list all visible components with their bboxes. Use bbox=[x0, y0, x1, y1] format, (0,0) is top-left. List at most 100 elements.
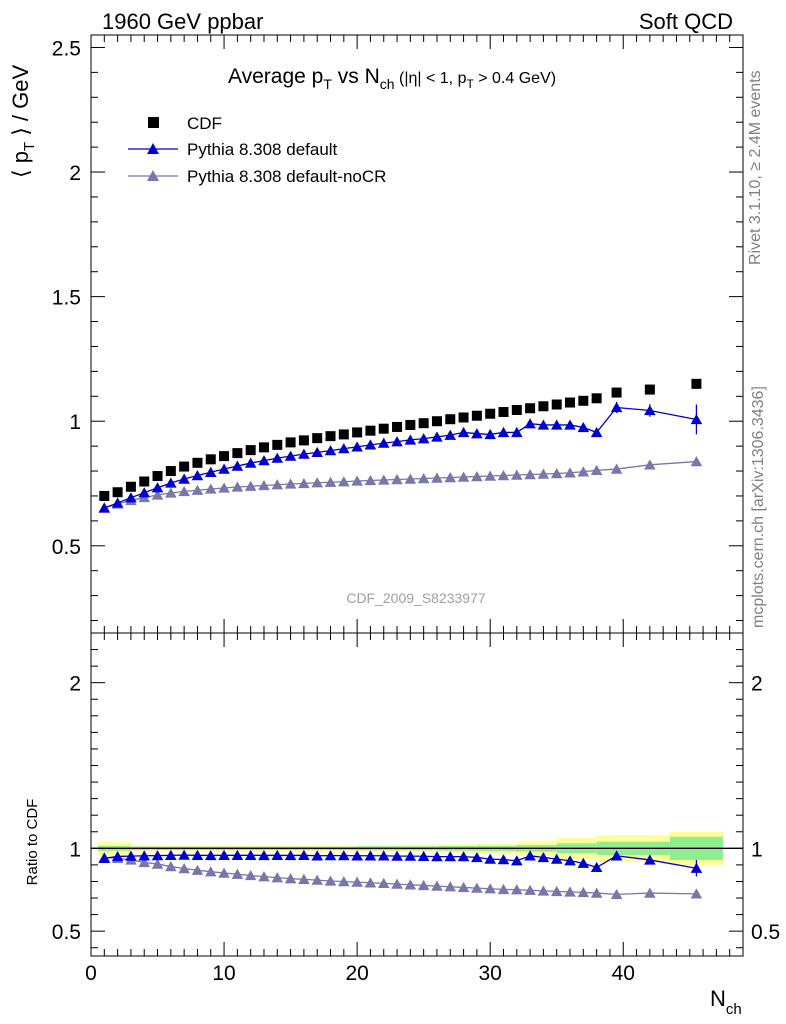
ratio-point-nocr bbox=[444, 881, 457, 892]
point-cdf bbox=[591, 393, 602, 404]
series-line-nocr bbox=[104, 460, 697, 509]
point-default bbox=[138, 487, 150, 498]
point-nocr bbox=[537, 468, 550, 479]
ratio-y-tick-label-right: 2 bbox=[751, 673, 763, 696]
point-cdf bbox=[192, 457, 203, 468]
legend: CDF Pythia 8.308 default Pythia 8.308 de… bbox=[128, 114, 386, 186]
point-cdf bbox=[458, 412, 469, 423]
point-nocr bbox=[590, 464, 603, 475]
point-cdf bbox=[565, 397, 576, 408]
ratio-point-nocr bbox=[610, 888, 623, 900]
point-default bbox=[98, 502, 111, 513]
point-nocr bbox=[471, 471, 483, 482]
ratio-point-default bbox=[98, 852, 111, 863]
ratio-point-nocr bbox=[391, 878, 403, 889]
ratio-point-nocr bbox=[271, 872, 284, 883]
x-tick-label: 40 bbox=[612, 962, 635, 985]
ratio-point-default bbox=[577, 857, 590, 868]
point-default bbox=[151, 482, 164, 493]
point-cdf bbox=[511, 404, 522, 415]
point-default bbox=[577, 421, 590, 433]
ratio-point-nocr bbox=[590, 887, 603, 898]
point-nocr bbox=[564, 467, 576, 478]
ratio-point-nocr bbox=[471, 882, 483, 893]
point-nocr bbox=[178, 485, 190, 497]
ratio-point-default bbox=[457, 851, 470, 862]
point-default bbox=[377, 437, 390, 448]
ratio-y-tick-label-left: 0.5 bbox=[52, 921, 81, 944]
point-nocr bbox=[644, 459, 656, 470]
ratio-point-default bbox=[178, 849, 190, 860]
ratio-point-default bbox=[338, 850, 350, 861]
point-default bbox=[690, 413, 703, 425]
ratio-point-nocr bbox=[364, 877, 377, 888]
point-cdf bbox=[485, 408, 496, 419]
point-cdf bbox=[578, 395, 589, 406]
ratio-point-default bbox=[165, 849, 177, 860]
point-nocr bbox=[351, 475, 363, 486]
point-cdf bbox=[312, 433, 323, 444]
point-default bbox=[484, 428, 496, 440]
main-y-tick-label: 2 bbox=[69, 162, 81, 185]
point-nocr bbox=[218, 482, 230, 493]
point-cdf bbox=[285, 437, 296, 448]
point-default bbox=[351, 441, 363, 452]
point-default bbox=[497, 426, 510, 438]
legend-marker-cdf bbox=[148, 117, 159, 128]
ratio-point-nocr bbox=[564, 886, 576, 897]
point-cdf bbox=[99, 490, 110, 501]
point-default bbox=[311, 446, 323, 458]
ratio-point-nocr bbox=[231, 868, 244, 879]
ratio-point-default bbox=[364, 850, 377, 861]
point-default bbox=[537, 419, 550, 430]
ratio-point-default bbox=[610, 850, 623, 861]
main-y-tick-label: 1 bbox=[69, 411, 81, 434]
point-cdf bbox=[325, 431, 336, 442]
ratio-point-default bbox=[324, 850, 337, 861]
ratio-point-nocr bbox=[497, 883, 510, 895]
point-default bbox=[111, 497, 124, 508]
point-nocr bbox=[610, 463, 623, 474]
point-default bbox=[431, 431, 443, 442]
ratio-point-nocr bbox=[577, 886, 590, 898]
point-default bbox=[191, 470, 204, 481]
main-title: Average pT vs Nch (|η| < 1, pT > 0.4 GeV… bbox=[228, 65, 556, 92]
ratio-y-tick-label-left: 2 bbox=[69, 673, 81, 696]
ratio-point-nocr bbox=[338, 876, 350, 887]
mcplots-label: mcplots.cern.ch [arXiv:1306.3436] bbox=[750, 386, 767, 628]
point-default bbox=[218, 463, 230, 474]
point-cdf bbox=[179, 461, 190, 472]
ratio-point-default bbox=[231, 849, 244, 860]
point-default bbox=[258, 455, 270, 466]
ratio-point-default bbox=[204, 849, 217, 861]
point-default bbox=[564, 419, 576, 430]
point-cdf bbox=[125, 481, 136, 492]
point-nocr bbox=[524, 469, 536, 480]
point-cdf bbox=[245, 445, 256, 456]
point-cdf bbox=[525, 403, 536, 414]
point-default bbox=[178, 473, 190, 484]
point-nocr bbox=[244, 480, 257, 491]
point-nocr bbox=[377, 474, 390, 485]
ratio-plot-frame bbox=[90, 632, 744, 957]
ratio-point-default bbox=[550, 853, 563, 864]
main-y-tick-label: 1.5 bbox=[52, 287, 81, 310]
point-default bbox=[271, 452, 284, 463]
ratio-point-nocr bbox=[151, 858, 164, 869]
ratio-point-default bbox=[391, 850, 403, 861]
header-left: 1960 GeV ppbar bbox=[102, 9, 263, 34]
point-default bbox=[298, 448, 310, 459]
point-nocr bbox=[165, 487, 177, 498]
ratio-point-nocr bbox=[484, 883, 496, 894]
point-cdf bbox=[298, 435, 309, 446]
point-cdf bbox=[272, 439, 283, 450]
ratio-point-default bbox=[690, 862, 703, 873]
point-cdf bbox=[611, 387, 622, 398]
point-cdf bbox=[445, 414, 456, 425]
ratio-point-default bbox=[537, 851, 550, 863]
point-nocr bbox=[284, 478, 297, 489]
point-nocr bbox=[511, 469, 523, 480]
ratio-point-default bbox=[351, 850, 363, 861]
ratio-point-nocr bbox=[218, 867, 230, 878]
